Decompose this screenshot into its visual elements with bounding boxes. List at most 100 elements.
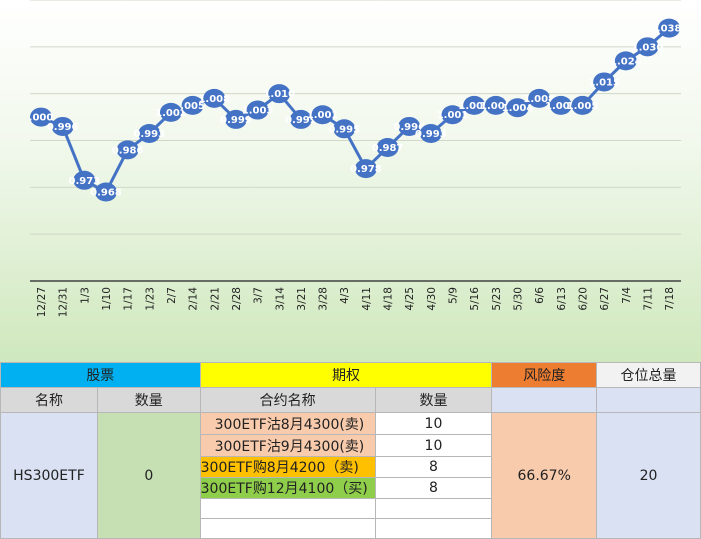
data-point [528, 88, 551, 108]
data-label: 1.003 [242, 106, 274, 117]
data-point [658, 18, 681, 38]
data-label: 0.978 [350, 164, 382, 175]
x-tick-label: 5/16 [469, 287, 481, 311]
data-point [614, 51, 637, 71]
data-label: 1.002 [155, 108, 187, 119]
x-tick-label: 2/14 [188, 287, 200, 311]
x-tick-label: 12/27 [36, 287, 48, 317]
option-name [199, 518, 376, 539]
data-label: 1.005 [567, 101, 599, 112]
x-tick-label: 6/20 [578, 287, 590, 311]
x-tick-label: 6/13 [556, 287, 568, 311]
data-label: 1.001 [307, 110, 339, 121]
col-contract: 合约名称 [199, 387, 376, 413]
x-tick-label: 3/14 [274, 287, 286, 311]
data-point [549, 95, 572, 115]
x-tick-label: 2/28 [231, 287, 243, 311]
data-point [289, 109, 312, 129]
x-tick-label: 6/6 [534, 287, 546, 304]
x-tick-label: 1/17 [123, 287, 135, 311]
risk-value: 66.67% [491, 412, 598, 539]
header-position: 仓位总量 [596, 362, 701, 388]
x-tick-label: 1/10 [101, 287, 113, 311]
x-tick-label: 2/21 [209, 287, 221, 311]
x-tick-label: 3/21 [296, 287, 308, 311]
data-label: 0.973 [68, 176, 100, 187]
x-tick-label: 2/7 [166, 287, 178, 304]
col-qty: 数量 [96, 387, 201, 413]
data-label: 0.996 [393, 122, 425, 133]
x-tick-label: 4/11 [361, 287, 373, 311]
data-label: 1.010 [263, 89, 295, 100]
x-tick-label: 7/18 [664, 287, 676, 311]
data-point [463, 95, 486, 115]
x-tick-label: 4/30 [426, 287, 438, 311]
data-point [419, 123, 442, 143]
header-stock: 股票 [0, 362, 201, 388]
data-point [571, 95, 594, 115]
option-name: 300ETF购12月4100（买) [199, 477, 376, 499]
x-tick-label: 7/4 [621, 287, 633, 304]
data-label: 0.999 [220, 115, 252, 126]
data-point [203, 88, 226, 108]
data-label: 1.005 [480, 101, 512, 112]
data-point [159, 102, 182, 122]
option-name [199, 498, 376, 519]
data-point [398, 116, 421, 136]
option-name: 300ETF购8月4200（卖) [199, 456, 376, 478]
data-label: 0.993 [133, 129, 165, 140]
header-risk: 风险度 [491, 362, 598, 388]
data-point [636, 37, 659, 57]
option-qty: 8 [374, 456, 493, 478]
option-name: 300ETF沽9月4300(卖) [199, 434, 376, 457]
data-label: 1.005 [458, 101, 490, 112]
data-point [484, 95, 507, 115]
data-label: 0.999 [285, 115, 317, 126]
col-name: 名称 [0, 387, 98, 413]
data-label: 1.030 [632, 42, 664, 53]
data-label: 0.986 [112, 145, 144, 156]
x-tick-label: 1/3 [79, 287, 91, 304]
data-label: 1.015 [588, 77, 620, 88]
chart-area: .000 0.996 0.973 0.968 0.986 0.993 1.002.005 1.… [0, 0, 701, 362]
data-label: 1.001 [437, 110, 469, 121]
stock-name: HS300ETF [0, 412, 98, 539]
data-point [94, 182, 117, 202]
x-tick-label: 4/25 [404, 287, 416, 311]
x-tick-label: 4/18 [383, 287, 395, 311]
data-point [138, 123, 161, 143]
data-point [333, 119, 356, 139]
data-point [441, 105, 464, 125]
data-label: 1.008 [198, 94, 230, 105]
data-point [593, 72, 616, 92]
stock-qty: 0 [96, 412, 201, 539]
data-label: 0.995 [328, 124, 360, 135]
option-name: 300ETF沽8月4300(卖) [199, 412, 376, 435]
data-point [354, 159, 377, 179]
x-tick-label: 5/23 [491, 287, 503, 311]
data-label: 1.024 [610, 56, 642, 67]
x-tick-label: 1/23 [144, 287, 156, 311]
position-table: 股票 期权 风险度 仓位总量 名称 数量 合约名称 数量 HS300ETF 0 … [0, 362, 701, 539]
x-tick-label: 12/31 [58, 287, 70, 317]
data-label: .038 [657, 24, 682, 35]
data-label: 1.004 [502, 103, 534, 114]
data-point [311, 105, 334, 125]
x-tick-label: 3/28 [318, 287, 330, 311]
data-point [224, 109, 247, 129]
data-label: 0.996 [47, 122, 79, 133]
x-tick-label: 4/3 [339, 287, 351, 304]
risk-subheader [491, 387, 598, 413]
data-point [506, 98, 529, 118]
data-point [73, 170, 96, 190]
data-label: 1.005 [545, 101, 577, 112]
data-label: 0.968 [90, 188, 122, 199]
option-qty: 8 [374, 477, 493, 499]
data-point [30, 107, 52, 127]
position-subheader [596, 387, 701, 413]
option-qty: 10 [374, 434, 493, 457]
position-value: 20 [596, 412, 701, 539]
col-option-qty: 数量 [374, 387, 493, 413]
x-tick-label: 3/7 [253, 287, 265, 304]
data-point [376, 138, 399, 158]
